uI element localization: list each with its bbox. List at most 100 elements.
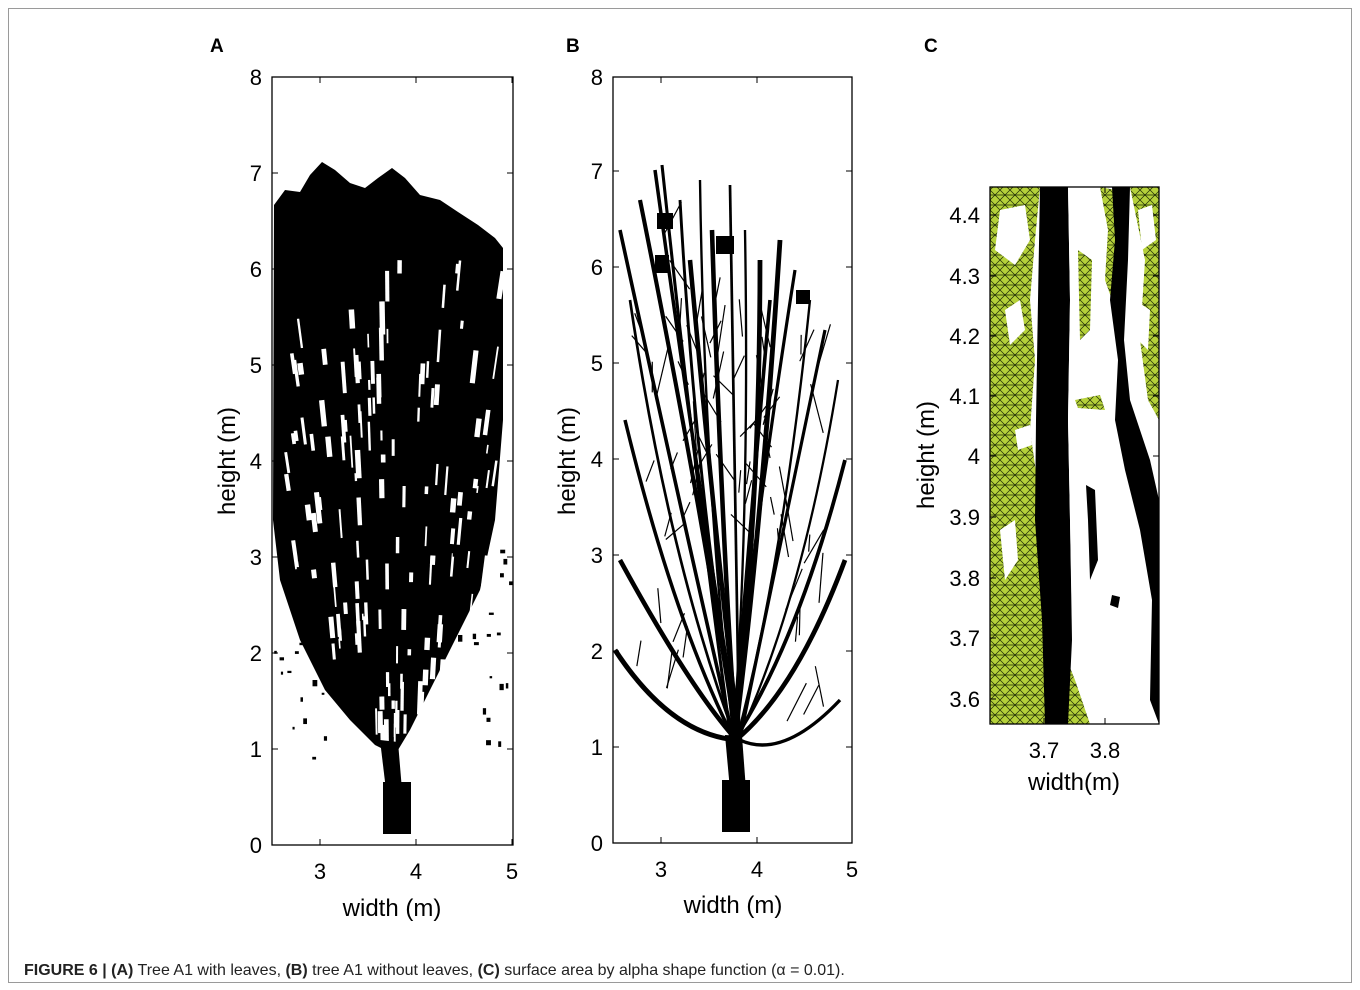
y-tick-label: 4.1 — [949, 384, 980, 409]
tree-branch — [687, 259, 742, 741]
canopy-gap — [393, 712, 396, 738]
canopy-gap — [386, 328, 389, 344]
canopy-gap — [492, 346, 499, 380]
tree-twig — [700, 316, 712, 358]
canopy-gap — [368, 379, 371, 390]
canopy-gap — [395, 646, 399, 664]
tree-twig — [810, 383, 824, 434]
canopy-gap — [472, 478, 479, 489]
canopy-speckle — [297, 619, 302, 623]
panel-a: A 0 1 2 3 4 5 6 7 8 3 4 5 width (m) height (m) — [210, 36, 518, 922]
canopy-gap — [441, 284, 446, 308]
canopy-gap — [417, 407, 420, 422]
tree-twig — [714, 277, 721, 302]
canopy-speckle — [458, 634, 463, 642]
y-tick-label: 3.6 — [949, 687, 980, 712]
tree-twig — [634, 313, 645, 340]
tree-twig — [814, 666, 825, 707]
canopy-gap — [284, 451, 291, 474]
canopy-gap — [356, 540, 360, 558]
canopy-speckle — [473, 642, 479, 646]
canopy-gap — [403, 714, 407, 734]
tree-branch — [734, 559, 848, 742]
canopy-speckle — [299, 642, 303, 646]
tree-twig — [786, 682, 807, 722]
tree-twig — [798, 601, 801, 636]
canopy-gap — [449, 498, 457, 513]
canopy-gap — [397, 260, 402, 274]
figure-frame — [8, 8, 1352, 983]
caption-b-tag: (B) — [285, 962, 308, 979]
canopy-gap — [400, 681, 404, 711]
y-tick-label: 0 — [591, 831, 603, 856]
canopy-gap — [401, 609, 407, 630]
y-tick-label: 4 — [591, 447, 603, 472]
panel-c-xlabel: width(m) — [1027, 769, 1120, 796]
tree-twig — [686, 324, 701, 359]
y-tick-label: 5 — [591, 351, 603, 376]
canopy-gap — [409, 572, 414, 583]
canopy-gap — [435, 463, 439, 486]
canopy-speckle — [456, 589, 460, 596]
canopy-speckle — [312, 756, 317, 760]
canopy-gap — [372, 397, 376, 414]
x-tick-label: 4 — [751, 857, 763, 882]
canopy-gap — [466, 511, 473, 520]
canopy-gap — [379, 301, 386, 335]
canopy-gap — [349, 435, 354, 468]
tree-twig — [695, 431, 709, 455]
tree-twig — [738, 470, 742, 493]
canopy-speckle — [331, 558, 336, 562]
canopy-gap — [469, 593, 474, 614]
canopy-speckle — [300, 697, 303, 702]
canopy-gap — [297, 362, 305, 376]
panel-c-surface — [990, 187, 1159, 724]
tree-twig — [752, 422, 772, 448]
tree-twig — [799, 329, 815, 362]
tree-twig — [730, 514, 752, 534]
caption-b-text: tree A1 without leaves, — [307, 962, 478, 979]
panel-c-ylabel: height (m) — [913, 401, 940, 509]
canopy-gap — [313, 491, 323, 524]
canopy-speckle — [294, 651, 299, 654]
caption-a-tag: (A) — [111, 962, 134, 979]
canopy-gap — [332, 581, 337, 607]
canopy-speckle — [472, 633, 477, 640]
tree-branch — [660, 164, 733, 741]
canopy-speckle — [486, 633, 491, 637]
canopy-gap — [485, 444, 489, 454]
canopy-gap — [291, 540, 300, 570]
canopy-gap — [370, 360, 375, 384]
panel-a-canopy — [273, 162, 503, 755]
y-tick-label: 4.2 — [949, 324, 980, 349]
tree-twig — [682, 501, 691, 519]
canopy-gap — [296, 318, 304, 349]
canopy-gap — [338, 638, 341, 649]
panel-b-ticks: 0 1 2 3 4 5 6 7 8 3 4 5 — [591, 65, 858, 882]
tree-twig — [785, 499, 794, 542]
canopy-gap — [416, 681, 423, 715]
panel-c-ticks: 3.6 3.7 3.8 3.9 4 4.1 4.2 4.3 4.4 3.7 3.8 — [949, 187, 1159, 763]
tree-twig — [670, 452, 678, 470]
tree-twig — [769, 496, 775, 515]
canopy-gap — [290, 432, 297, 445]
canopy-gap — [311, 569, 317, 579]
canopy-gap — [380, 454, 386, 463]
figure-caption: FIGURE 6 | (A) Tree A1 with leaves, (B) … — [24, 962, 845, 980]
canopy-gap — [456, 491, 463, 506]
canopy-speckle — [509, 581, 514, 586]
tree-twig — [808, 534, 811, 552]
panel-a-xlabel: width (m) — [342, 895, 442, 922]
canopy-gap — [456, 260, 462, 291]
y-tick-label: 2 — [250, 641, 262, 666]
canopy-speckle — [305, 559, 311, 563]
tree-twig — [666, 652, 673, 689]
tree-twig — [631, 335, 649, 355]
tree-twig — [682, 626, 689, 658]
tree-twig — [755, 355, 764, 391]
canopy-gap — [378, 609, 382, 629]
y-tick-label: 3 — [250, 545, 262, 570]
canopy-gap — [489, 579, 496, 590]
caption-c-text: surface area by alpha shape function (α … — [499, 962, 845, 979]
